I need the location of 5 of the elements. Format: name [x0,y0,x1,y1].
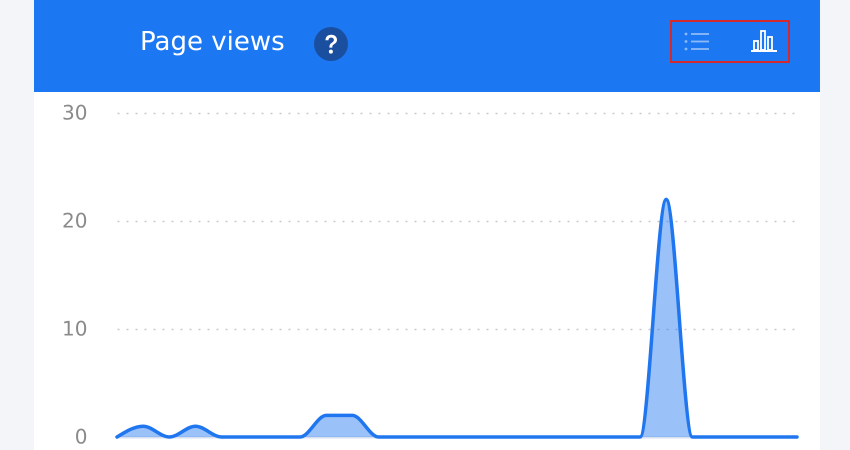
y-tick-label: 20 [62,208,88,232]
chart-title: Page views [140,27,285,59]
y-tick-label: 10 [62,316,88,340]
y-tick-label: 30 [62,100,88,124]
y-tick-label: 0 [74,424,88,448]
